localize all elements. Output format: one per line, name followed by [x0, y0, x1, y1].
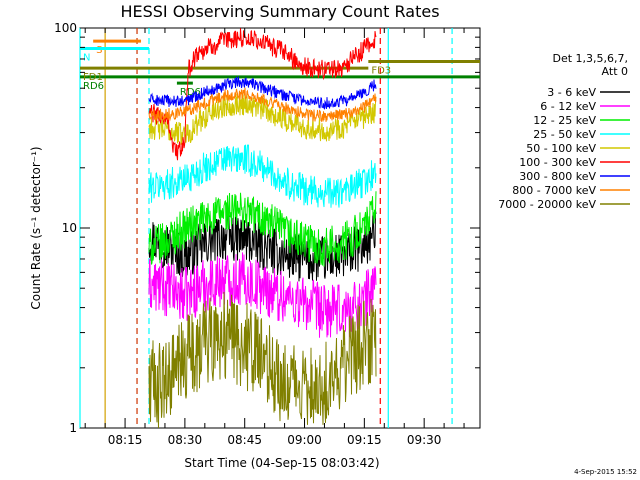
legend-header: Att 0 [602, 65, 628, 78]
x-tick-label: 08:30 [168, 433, 203, 447]
series-line [148, 75, 377, 110]
y-tick-label: 10 [62, 221, 77, 235]
y-tick-label: 100 [54, 21, 77, 35]
annotation-label: RD6 [83, 81, 104, 92]
series-line [148, 87, 377, 123]
timestamp: 4-Sep-2015 15:52 [574, 468, 637, 476]
legend-header: Det 1,3,5,6,7, [552, 52, 628, 65]
series-line [148, 28, 377, 161]
legend-entry-label: 12 - 25 keV [533, 114, 596, 127]
annotation-label: FD3 [371, 65, 391, 76]
annotation-label: N [83, 52, 90, 63]
x-tick-label: 08:45 [227, 433, 262, 447]
x-tick-label: 09:30 [407, 433, 442, 447]
series-line [148, 210, 377, 282]
series-line [148, 291, 377, 429]
legend-entry-label: 3 - 6 keV [547, 86, 596, 99]
series-line [148, 191, 377, 267]
series-line [148, 93, 377, 145]
vertical-markers [79, 28, 453, 428]
y-tick-label: 1 [69, 421, 77, 435]
legend-entry-label: 25 - 50 keV [533, 128, 596, 141]
legend-entry-label: 7000 - 20000 keV [498, 198, 596, 211]
legend-entry-label: 100 - 300 keV [519, 156, 596, 169]
y-axis-label: Count Rate (s⁻¹ detector⁻¹) [29, 146, 43, 309]
annotation-label: FD1 [83, 72, 103, 83]
x-tick-label: 09:15 [347, 433, 382, 447]
series-line [148, 252, 377, 338]
chart-title: HESSI Observing Summary Count Rates [120, 2, 439, 21]
legend-entry-label: 6 - 12 keV [540, 100, 596, 113]
annotation-label: S [96, 45, 102, 56]
x-tick-label: 09:00 [287, 433, 322, 447]
x-axis-label: Start Time (04-Sep-15 08:03:42) [184, 456, 379, 470]
legend-entry-label: 300 - 800 keV [519, 170, 596, 183]
legend-entry-label: 800 - 7000 keV [512, 184, 596, 197]
annotation-label: RD6 [180, 87, 201, 98]
series-group [148, 28, 377, 429]
x-tick-label: 08:15 [108, 433, 143, 447]
series-line [148, 144, 377, 208]
legend-entry-label: 50 - 100 keV [526, 142, 596, 155]
axes: 1 10 100 08:15 08:30 08:45 09:00 09:15 09:30 [54, 21, 480, 447]
